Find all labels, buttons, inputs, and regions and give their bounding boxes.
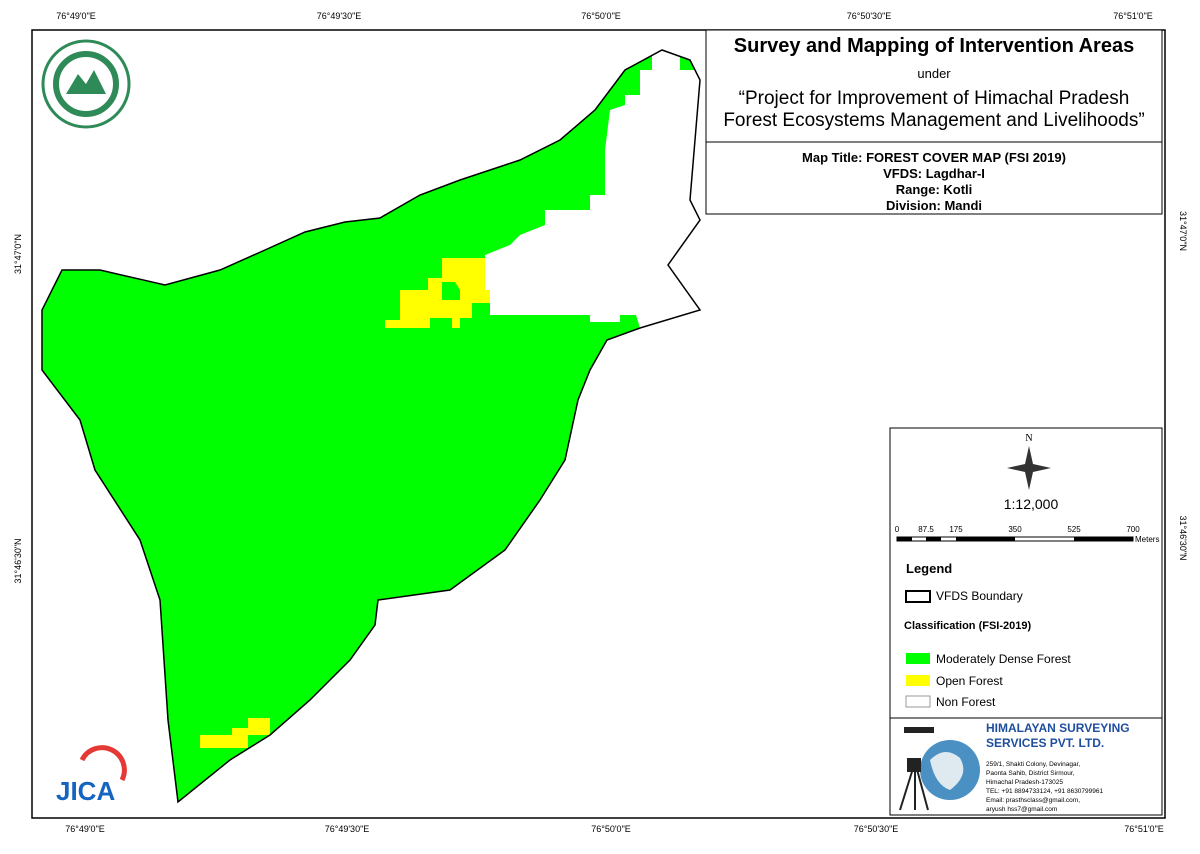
legend-label: Non Forest (936, 695, 996, 709)
non-forest (485, 50, 700, 328)
legend-swatch (906, 675, 930, 686)
map-info-box (705, 141, 1163, 215)
lon-label: 76°50'0"E (591, 824, 631, 834)
project-line: Forest Ecosystems Management and Livelih… (723, 110, 1144, 131)
lat-label: 31°46'30"N (1178, 515, 1188, 560)
lon-label: 76°51'0"E (1113, 11, 1153, 21)
address-line: aryush hss7@gmail.com (986, 806, 1057, 813)
map-title: Map Title: FOREST COVER MAP (FSI 2019) (802, 150, 1066, 165)
address-line: Paonta Sahib, District Sirmour, (986, 770, 1075, 777)
jica-logo: JICA (56, 745, 127, 806)
company-address: 259/1, Shakti Colony, Devinagar, Paonta S… (986, 761, 1103, 813)
legend-label: Open Forest (936, 674, 1003, 688)
scale-label: 700 (1126, 525, 1140, 534)
lon-label: 76°49'30"E (317, 11, 362, 21)
lon-label: 76°49'0"E (65, 824, 105, 834)
lon-label: 76°50'0"E (581, 11, 621, 21)
company-logo (899, 727, 980, 811)
lon-label: 76°50'30"E (854, 824, 899, 834)
header-box (705, 29, 1163, 143)
moderately-dense-forest (680, 56, 695, 70)
lon-label: 76°50'30"E (847, 11, 892, 21)
legend-label: Moderately Dense Forest (936, 652, 1071, 666)
legend-swatch (906, 653, 930, 664)
division: Division: Mandi (886, 198, 982, 213)
open-forest (385, 258, 490, 328)
address-line: TEL: +91 8894733124, +91 8630799961 (986, 788, 1103, 795)
address-line: 259/1, Shakti Colony, Devinagar, (986, 761, 1080, 768)
project-line: “Project for Improvement of Himachal Pra… (739, 88, 1130, 109)
scale-ratio: 1:12,000 (1004, 496, 1059, 512)
legend-label: VFDS Boundary (936, 589, 1023, 603)
legend-title: Legend (906, 561, 952, 576)
jica-text: JICA (56, 776, 115, 806)
lon-label: 76°51'0"E (1124, 824, 1164, 834)
lat-label: 31°47'0"N (13, 234, 23, 274)
lat-label: 31°46'30"N (13, 538, 23, 583)
scale-label: 525 (1067, 525, 1081, 534)
scale-label: 87.5 (918, 525, 934, 534)
coordinate-labels: 76°49'0"E 76°49'30"E 76°50'0"E 76°50'30"E 76… (13, 11, 1188, 834)
header-title: Survey and Mapping of Intervention Areas (734, 35, 1134, 57)
legend-swatch (905, 695, 931, 708)
company-name: SERVICES PVT. LTD. (986, 736, 1104, 750)
north-arrow (1007, 446, 1051, 490)
scale-label: 0 (895, 525, 900, 534)
header-under: under (917, 66, 951, 81)
address-line: Email: prasthsclass@gmail.com, (986, 797, 1080, 804)
address-line: Himachal Pradesh-173025 (986, 779, 1063, 786)
lon-label: 76°49'0"E (56, 11, 96, 21)
state-emblem (41, 39, 131, 129)
range: Range: Kotli (896, 182, 973, 197)
scale-label: 175 (949, 525, 963, 534)
north-label: N (1025, 433, 1032, 444)
classification-title: Classification (FSI-2019) (904, 620, 1031, 632)
legend-swatch (905, 590, 931, 603)
lat-label: 31°47'0"N (1178, 211, 1188, 251)
open-forest (200, 718, 270, 748)
scale-unit: Meters (1135, 535, 1159, 544)
lon-label: 76°49'30"E (325, 824, 370, 834)
scale-label: 350 (1008, 525, 1022, 534)
vfds: VFDS: Lagdhar-I (883, 166, 985, 181)
vfds-boundary (41, 49, 702, 804)
company-name: HIMALAYAN SURVEYING (986, 721, 1130, 735)
